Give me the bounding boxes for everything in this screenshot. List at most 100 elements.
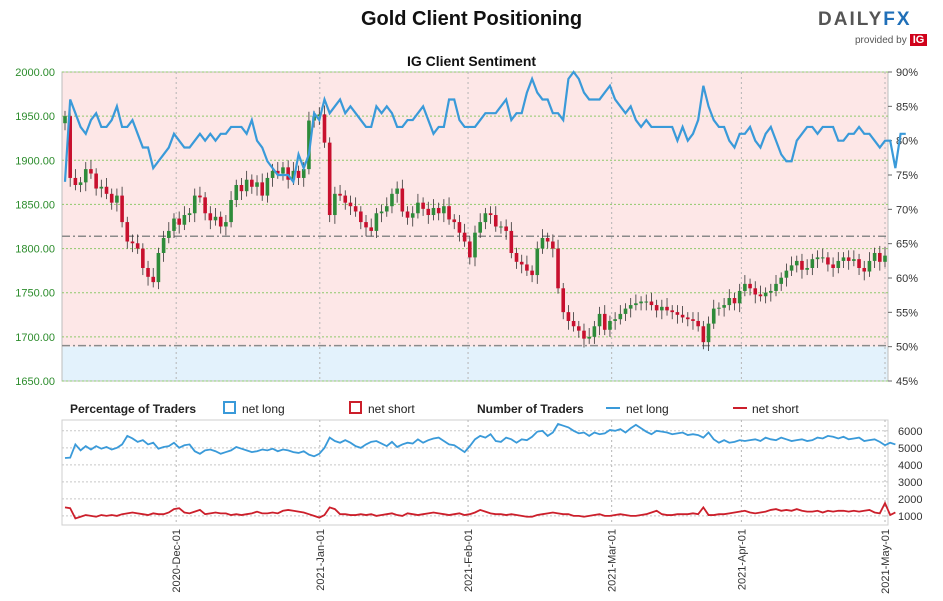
candle-body [104, 186, 109, 194]
candle-body [364, 222, 368, 228]
candle-body [265, 177, 270, 196]
candle-body [737, 290, 742, 304]
candle-body [509, 230, 514, 253]
candle-body [172, 218, 176, 231]
pct-tick-label: 60% [896, 273, 918, 285]
candle-body [374, 213, 379, 231]
candle-body [514, 252, 519, 262]
date-tick-label: 2021-Feb-01 [463, 529, 475, 592]
candle-body [717, 307, 721, 309]
candle-body [384, 206, 389, 212]
candle-body [493, 215, 498, 227]
candle-body [177, 218, 181, 225]
candle-body [753, 288, 758, 295]
candle-body [540, 237, 545, 249]
candle-body [566, 312, 571, 321]
candle-body [343, 195, 348, 203]
candle-body [307, 120, 311, 170]
candle-body [701, 326, 706, 343]
pct-tick-label: 90% [896, 67, 918, 79]
candle-body [530, 270, 534, 276]
candle-body [161, 237, 166, 253]
pct-tick-label: 45% [896, 376, 918, 388]
candle-body [99, 186, 104, 189]
candle-body [250, 179, 254, 187]
candle-body [628, 305, 633, 309]
count-tick-label: 3000 [898, 477, 922, 489]
candle-body [410, 213, 415, 218]
candle-body [369, 227, 374, 231]
candle-body [685, 317, 690, 320]
legend-heading-count: Number of Traders [477, 402, 584, 416]
candle-body [571, 320, 576, 327]
candle-body [442, 206, 446, 214]
candle-body [618, 313, 623, 320]
candle-body [379, 211, 384, 214]
count-tick-label: 1000 [898, 511, 922, 523]
candle-body [592, 326, 597, 337]
upper-sentiment-band [62, 72, 888, 347]
candle-body [473, 232, 477, 258]
legend-label-net-short-pct: net short [368, 402, 415, 416]
candle-body [483, 213, 488, 223]
candle-body [452, 219, 457, 223]
dailyfx-logo: DAILYFX [818, 9, 912, 31]
candle-body [213, 216, 218, 221]
price-tick-label: 1850.00 [15, 199, 55, 211]
price-tick-label: 1650.00 [15, 376, 55, 388]
candle-body [670, 310, 675, 313]
candle-body [234, 185, 239, 201]
candle-body [706, 323, 711, 343]
provided-by: provided by IG [855, 34, 928, 46]
candle-body [296, 170, 301, 178]
candle-body [348, 202, 353, 207]
legend-swatch-net-short-pct [349, 401, 362, 414]
candle-body [125, 222, 130, 242]
candle-body [166, 230, 171, 238]
candle-body [135, 243, 140, 249]
legend-heading-percentage: Percentage of Traders [70, 402, 196, 416]
legend-label-net-long-count: net long [626, 402, 669, 416]
candle-body [63, 116, 67, 124]
candle-body [535, 248, 540, 276]
candle-body [353, 206, 358, 212]
candle-body [504, 226, 508, 231]
candle-body [561, 288, 566, 313]
candle-body [779, 277, 784, 284]
candle-body [587, 336, 591, 339]
candle-body [639, 301, 643, 304]
candle-body [270, 170, 275, 178]
net-long-count-line [64, 422, 896, 459]
candle-body [208, 213, 213, 221]
candle-body [187, 213, 192, 216]
candle-body [774, 283, 778, 291]
candle-body [390, 193, 394, 207]
candle-body [431, 207, 436, 216]
candle-body [115, 195, 119, 203]
legend-label-net-short-count: net short [752, 402, 799, 416]
candle-body [94, 173, 98, 189]
candle-body [260, 182, 265, 196]
lower-panel-frame [61, 419, 889, 526]
candle-body [192, 195, 197, 214]
candle-body [400, 188, 405, 212]
candle-body [649, 301, 654, 306]
candle-body [322, 114, 327, 143]
candle-body [732, 298, 737, 304]
candle-body [457, 222, 462, 233]
price-tick-label: 1700.00 [15, 332, 55, 344]
candle-body [794, 260, 799, 266]
candle-body [224, 222, 228, 227]
candle-body [333, 193, 337, 216]
count-tick-label: 4000 [898, 460, 922, 472]
candle-body [836, 260, 841, 268]
candle-body [680, 314, 685, 318]
candle-body [743, 283, 747, 291]
candle-body [644, 301, 649, 303]
candle-body [815, 257, 820, 260]
candle-body [826, 257, 830, 265]
pct-tick-label: 70% [896, 204, 918, 216]
date-tick-label: 2021-Mar-01 [607, 529, 619, 592]
candle-body [218, 216, 223, 227]
